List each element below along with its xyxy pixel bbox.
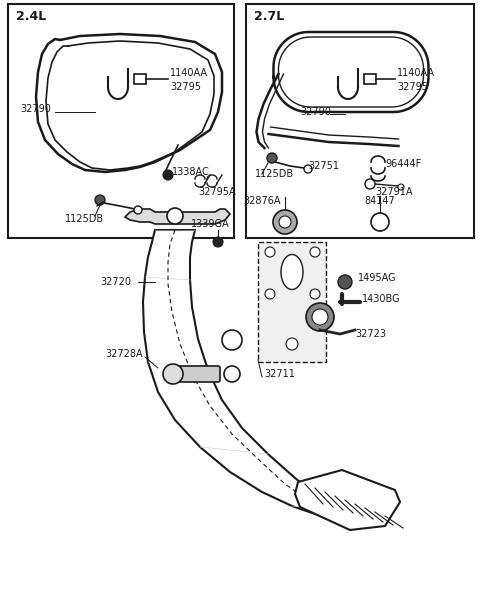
Circle shape — [267, 153, 277, 163]
Text: 1125DB: 1125DB — [65, 214, 104, 224]
Text: 1430BG: 1430BG — [362, 294, 401, 304]
Text: 32790: 32790 — [20, 104, 51, 114]
Text: 32876A: 32876A — [243, 196, 281, 206]
Bar — [134, 74, 146, 84]
Circle shape — [265, 289, 275, 299]
Circle shape — [163, 170, 173, 180]
Bar — [258, 242, 326, 362]
Text: 1125DB: 1125DB — [255, 169, 294, 179]
Circle shape — [95, 195, 105, 205]
Text: 1140AA: 1140AA — [397, 68, 435, 78]
Text: 32795: 32795 — [170, 82, 201, 92]
Circle shape — [338, 275, 352, 289]
Ellipse shape — [281, 255, 303, 290]
Text: 32795: 32795 — [397, 82, 428, 92]
Text: 32791A: 32791A — [375, 187, 412, 197]
Circle shape — [273, 210, 297, 234]
Circle shape — [134, 206, 142, 214]
Polygon shape — [295, 470, 400, 530]
Circle shape — [222, 330, 242, 350]
Text: 1338AC: 1338AC — [172, 167, 210, 177]
Text: 2.7L: 2.7L — [254, 10, 284, 23]
Circle shape — [265, 247, 275, 257]
Polygon shape — [125, 209, 230, 224]
Circle shape — [312, 309, 328, 325]
Text: 32751: 32751 — [308, 161, 339, 171]
Bar — [8, 4, 234, 238]
Text: 1495AG: 1495AG — [358, 273, 396, 283]
Text: 84147: 84147 — [365, 196, 396, 206]
Bar — [364, 74, 376, 84]
Circle shape — [310, 247, 320, 257]
Polygon shape — [143, 230, 378, 523]
Text: 1140AA: 1140AA — [170, 68, 208, 78]
Text: 32720: 32720 — [100, 277, 131, 287]
Circle shape — [306, 303, 334, 331]
Circle shape — [398, 184, 404, 190]
Circle shape — [279, 216, 291, 228]
Circle shape — [365, 179, 375, 189]
Text: 32723: 32723 — [355, 329, 386, 339]
Text: 32795A: 32795A — [198, 187, 236, 197]
Circle shape — [213, 237, 223, 247]
Circle shape — [167, 208, 183, 224]
Text: 32790: 32790 — [300, 107, 331, 117]
Text: 32728A: 32728A — [105, 349, 143, 359]
Text: 1339GA: 1339GA — [191, 219, 229, 229]
Text: 32711: 32711 — [264, 369, 295, 379]
Circle shape — [310, 289, 320, 299]
Text: 96444F: 96444F — [385, 159, 421, 169]
Circle shape — [304, 165, 312, 173]
Bar — [246, 4, 474, 238]
Circle shape — [224, 366, 240, 382]
Circle shape — [163, 364, 183, 384]
Circle shape — [286, 338, 298, 350]
Circle shape — [371, 213, 389, 231]
Text: 2.4L: 2.4L — [16, 10, 46, 23]
FancyBboxPatch shape — [170, 366, 220, 382]
